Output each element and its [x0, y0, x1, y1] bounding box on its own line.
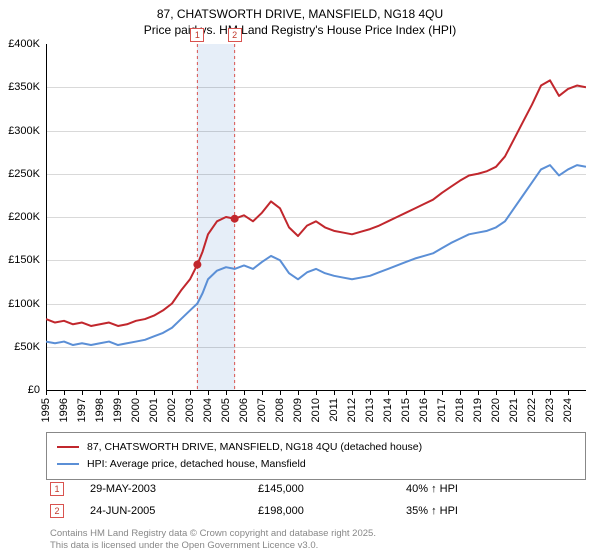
legend-item: HPI: Average price, detached house, Mans…: [57, 456, 575, 473]
plot-area: [46, 44, 586, 390]
x-tick-label: 2022: [526, 398, 538, 422]
series-line: [46, 165, 586, 345]
y-tick-label: £250K: [0, 168, 40, 180]
y-tick-label: £50K: [0, 341, 40, 353]
marker-table: 1 29-MAY-2003 £145,000 40% ↑ HPI 2 24-JUN-200…: [50, 478, 526, 522]
series-svg: [46, 44, 586, 390]
x-tick-label: 2017: [436, 398, 448, 422]
x-tick-label: 2010: [310, 398, 322, 422]
x-tick-label: 1996: [58, 398, 70, 422]
y-tick-label: £350K: [0, 81, 40, 93]
marker-table-badge: 1: [50, 482, 64, 496]
legend-item: 87, CHATSWORTH DRIVE, MANSFIELD, NG18 4Q…: [57, 439, 575, 456]
marker-dot: [231, 215, 239, 223]
marker-hpi: 35% ↑ HPI: [406, 505, 526, 517]
marker-table-row: 2 24-JUN-2005 £198,000 35% ↑ HPI: [50, 500, 526, 522]
x-tick-label: 2009: [292, 398, 304, 422]
marker-hpi: 40% ↑ HPI: [406, 483, 526, 495]
marker-table-row: 1 29-MAY-2003 £145,000 40% ↑ HPI: [50, 478, 526, 500]
x-tick-label: 2012: [346, 398, 358, 422]
x-tick-label: 2002: [166, 398, 178, 422]
y-tick-label: £300K: [0, 125, 40, 137]
x-tick-label: 2005: [220, 398, 232, 422]
title-line2: Price paid vs. HM Land Registry's House …: [0, 22, 600, 38]
y-tick-label: £400K: [0, 38, 40, 50]
chart-container: 87, CHATSWORTH DRIVE, MANSFIELD, NG18 4Q…: [0, 0, 600, 560]
x-tick-label: 2014: [382, 398, 394, 422]
x-tick-label: 2023: [544, 398, 556, 422]
marker-table-badge: 2: [50, 504, 64, 518]
x-tick-label: 2000: [130, 398, 142, 422]
chart-title: 87, CHATSWORTH DRIVE, MANSFIELD, NG18 4Q…: [0, 0, 600, 38]
footer-line2: This data is licensed under the Open Gov…: [50, 540, 376, 552]
x-tick-label: 2020: [490, 398, 502, 422]
marker-price: £198,000: [258, 505, 388, 517]
x-tick-label: 2004: [202, 398, 214, 422]
y-tick-label: £200K: [0, 211, 40, 223]
x-tick-label: 2019: [472, 398, 484, 422]
legend: 87, CHATSWORTH DRIVE, MANSFIELD, NG18 4Q…: [46, 432, 586, 480]
marker-price: £145,000: [258, 483, 388, 495]
x-axis-line: [46, 390, 586, 391]
x-tick-label: 2001: [148, 398, 160, 422]
x-tick-label: 1998: [94, 398, 106, 422]
y-tick-label: £100K: [0, 298, 40, 310]
x-tick-label: 2011: [328, 398, 340, 422]
x-tick-label: 2021: [508, 398, 520, 422]
y-tick-label: £150K: [0, 254, 40, 266]
x-tick-label: 1995: [40, 398, 52, 422]
x-tick-label: 2016: [418, 398, 430, 422]
title-line1: 87, CHATSWORTH DRIVE, MANSFIELD, NG18 4Q…: [0, 6, 600, 22]
x-tick-label: 1997: [76, 398, 88, 422]
x-tick-label: 1999: [112, 398, 124, 422]
marker-badge: 1: [190, 28, 204, 42]
footer-attribution: Contains HM Land Registry data © Crown c…: [50, 528, 376, 553]
x-tick-label: 2024: [562, 398, 574, 422]
legend-label: HPI: Average price, detached house, Mans…: [87, 456, 306, 473]
y-tick-label: £0: [0, 384, 40, 396]
x-tick-label: 2013: [364, 398, 376, 422]
x-tick-label: 2015: [400, 398, 412, 422]
marker-date: 24-JUN-2005: [90, 505, 240, 517]
x-tick-label: 2007: [256, 398, 268, 422]
x-tick-label: 2018: [454, 398, 466, 422]
x-tick-label: 2008: [274, 398, 286, 422]
footer-line1: Contains HM Land Registry data © Crown c…: [50, 528, 376, 540]
legend-swatch: [57, 463, 79, 465]
legend-label: 87, CHATSWORTH DRIVE, MANSFIELD, NG18 4Q…: [87, 439, 422, 456]
marker-date: 29-MAY-2003: [90, 483, 240, 495]
x-tick-label: 2006: [238, 398, 250, 422]
x-tick-label: 2003: [184, 398, 196, 422]
marker-badge: 2: [228, 28, 242, 42]
series-line: [46, 80, 586, 326]
marker-dot: [193, 261, 201, 269]
legend-swatch: [57, 446, 79, 448]
